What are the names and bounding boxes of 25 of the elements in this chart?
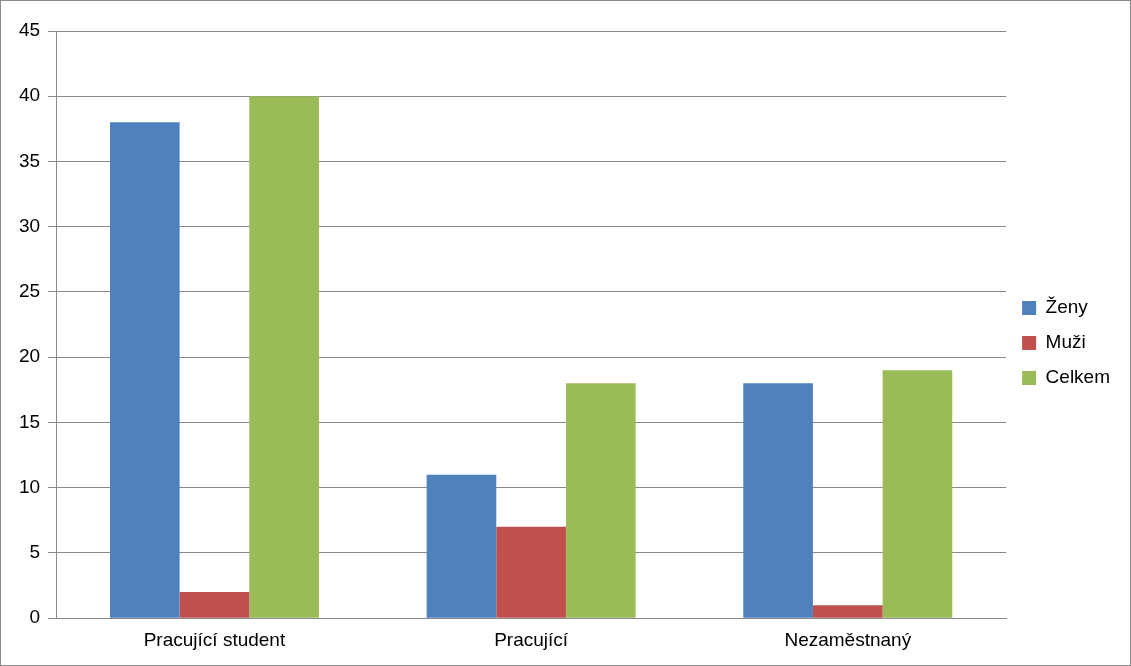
legend-label: Celkem: [1045, 366, 1110, 388]
legend-label: Ženy: [1045, 296, 1089, 318]
bar: [882, 370, 953, 618]
x-tick-label: Pracující: [494, 628, 569, 650]
x-tick-label: Nezaměstnaný: [784, 628, 912, 650]
bar: [565, 383, 636, 618]
bar: [249, 96, 319, 618]
legend-label: Muži: [1045, 331, 1086, 353]
y-tick-label: 40: [18, 84, 41, 106]
bar: [426, 474, 497, 618]
y-tick-label: 10: [18, 475, 41, 497]
y-tick-label: 30: [18, 214, 41, 236]
bar: [179, 592, 250, 618]
x-tick-label: Pracující student: [143, 628, 286, 650]
y-tick-label: 0: [29, 606, 41, 628]
y-tick-label: 20: [18, 345, 41, 367]
y-tick-label: 15: [18, 410, 41, 432]
y-tick-label: 25: [18, 280, 41, 302]
bar: [109, 122, 180, 618]
bar: [812, 605, 883, 618]
y-tick-label: 5: [29, 541, 41, 563]
bar: [743, 383, 813, 618]
y-tick-label: 35: [18, 149, 41, 171]
bar: [496, 526, 566, 618]
y-tick-label: 45: [18, 19, 41, 41]
